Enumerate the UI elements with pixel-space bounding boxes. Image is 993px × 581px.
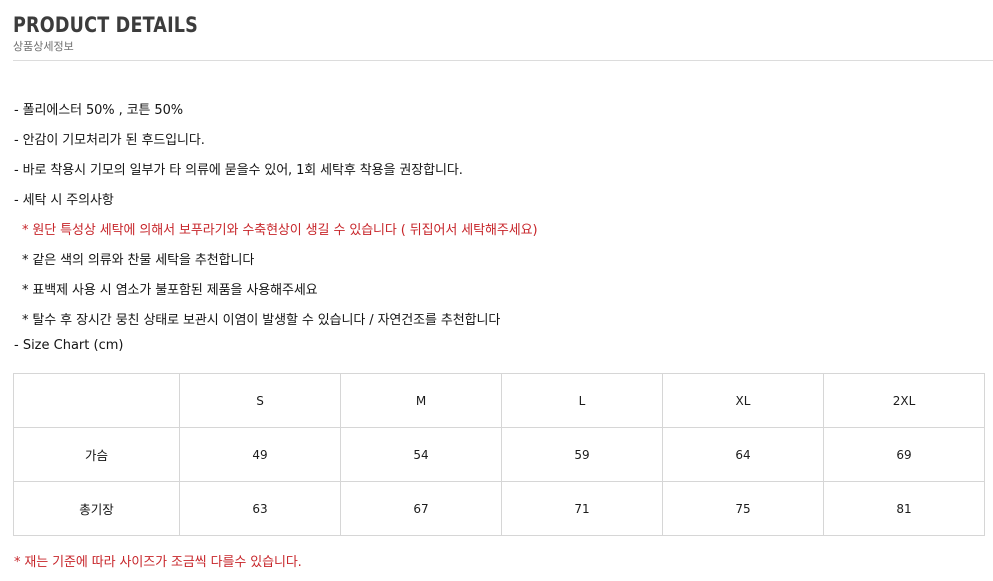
size-chart-label: - Size Chart (cm) [14, 338, 124, 353]
info-line: - 바로 착용시 기모의 일부가 타 의류에 묻을수 있어, 1회 세탁후 착용… [14, 163, 463, 178]
table-cell: 64 [662, 427, 824, 482]
info-line: - 안감이 기모처리가 된 후드입니다. [14, 133, 205, 148]
table-corner-cell [13, 373, 180, 428]
table-header-cell: XL [662, 373, 824, 428]
table-cell: 71 [501, 481, 663, 536]
table-cell: 81 [823, 481, 985, 536]
info-line: - 세탁 시 주의사항 [14, 193, 114, 208]
table-row-label: 가슴 [13, 427, 180, 482]
header-divider [13, 60, 993, 61]
table-cell: 49 [179, 427, 341, 482]
table-header-cell: M [340, 373, 502, 428]
product-info-list: - 폴리에스터 50% , 코튼 50% - 안감이 기모처리가 된 후드입니다.… [14, 96, 979, 336]
table-header-cell: 2XL [823, 373, 985, 428]
table-cell: 75 [662, 481, 824, 536]
table-header-row: S M L XL 2XL [13, 373, 985, 428]
table-cell: 67 [340, 481, 502, 536]
info-line: * 탈수 후 장시간 뭉친 상태로 보관시 이염이 발생할 수 있습니다 / 자… [22, 313, 501, 328]
table-header-cell: L [501, 373, 663, 428]
info-line: * 같은 색의 의류와 찬물 세탁을 추천합니다 [22, 253, 255, 268]
table-row-label: 총기장 [13, 481, 180, 536]
info-line: * 표백제 사용 시 염소가 불포함된 제품을 사용해주세요 [22, 283, 318, 298]
table-cell: 63 [179, 481, 341, 536]
size-chart-table: S M L XL 2XL 가슴 49 54 59 64 69 총기장 63 67 71 75 81 [13, 373, 985, 536]
table-header-cell: S [179, 373, 341, 428]
table-row: 가슴 49 54 59 64 69 [13, 427, 985, 482]
table-cell: 69 [823, 427, 985, 482]
info-line: * 원단 특성상 세탁에 의해서 보푸라기와 수축현상이 생길 수 있습니다 (… [22, 223, 538, 238]
page-header: PRODUCT DETAILS 상품상세정보 [13, 13, 983, 55]
table-cell: 59 [501, 427, 663, 482]
page-title: PRODUCT DETAILS [13, 13, 199, 37]
size-disclaimer-note: * 재는 기준에 따라 사이즈가 조금씩 다를수 있습니다. [14, 555, 302, 570]
size-chart-head: S M L XL 2XL [13, 373, 985, 428]
table-row: 총기장 63 67 71 75 81 [13, 481, 985, 536]
info-line: - 폴리에스터 50% , 코튼 50% [14, 103, 183, 118]
table-cell: 54 [340, 427, 502, 482]
size-chart-body: 가슴 49 54 59 64 69 총기장 63 67 71 75 81 [13, 427, 985, 536]
page-subtitle: 상품상세정보 [13, 40, 74, 53]
